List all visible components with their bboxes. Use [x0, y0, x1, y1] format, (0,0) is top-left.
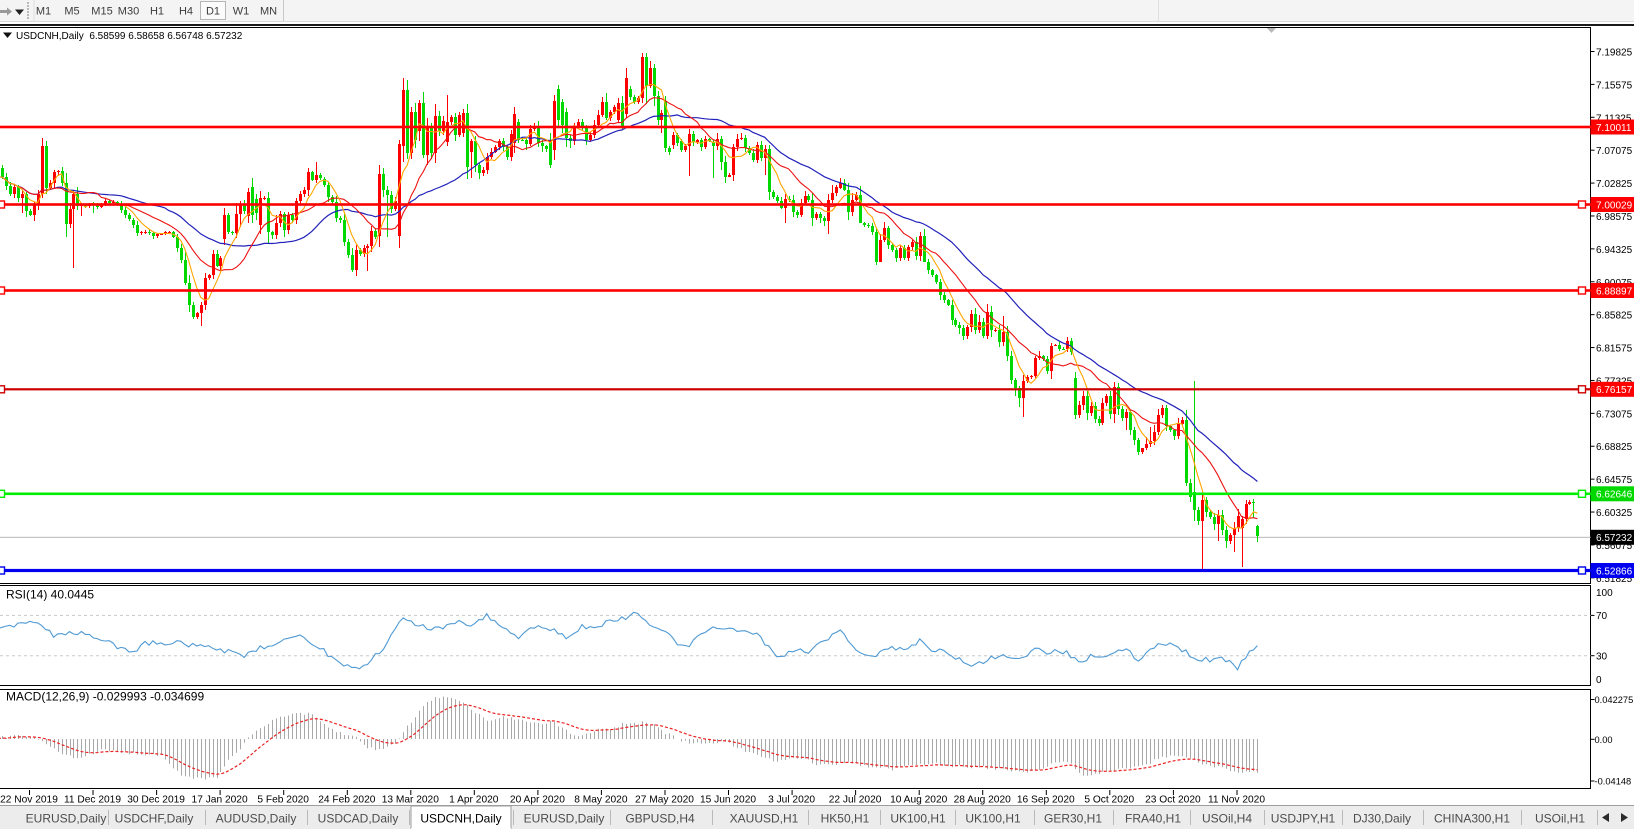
- svg-text:USDCHF,Daily: USDCHF,Daily: [115, 812, 194, 826]
- svg-text:UK100,H1: UK100,H1: [965, 812, 1021, 826]
- svg-text:6.64575: 6.64575: [1596, 475, 1633, 486]
- svg-text:M1: M1: [36, 6, 51, 18]
- svg-text:28 Aug 2020: 28 Aug 2020: [954, 795, 1012, 806]
- svg-text:M5: M5: [64, 6, 79, 18]
- svg-text:5 Feb 2020: 5 Feb 2020: [257, 795, 309, 806]
- svg-text:7.15575: 7.15575: [1596, 80, 1633, 91]
- svg-text:23 Oct 2020: 23 Oct 2020: [1145, 795, 1201, 806]
- svg-text:GER30,H1: GER30,H1: [1044, 812, 1102, 826]
- svg-text:100: 100: [1596, 588, 1613, 599]
- svg-text:7.02825: 7.02825: [1596, 179, 1633, 190]
- svg-text:AUDUSD,Daily: AUDUSD,Daily: [216, 812, 297, 826]
- svg-text:15 Jun 2020: 15 Jun 2020: [700, 795, 756, 806]
- svg-text:MN: MN: [260, 6, 277, 18]
- svg-text:EURUSD,Daily: EURUSD,Daily: [26, 812, 107, 826]
- svg-text:UK100,H1: UK100,H1: [890, 812, 946, 826]
- svg-text:6.51825: 6.51825: [1596, 574, 1633, 585]
- svg-text:11 Dec 2019: 11 Dec 2019: [64, 795, 121, 806]
- svg-text:DJ30,Daily: DJ30,Daily: [1353, 812, 1411, 826]
- svg-text:USDCNH,Daily 6.58599 6.58658: USDCNH,Daily 6.58599 6.58658 6.56748 6.5…: [16, 31, 243, 42]
- svg-text:6.62646: 6.62646: [1596, 490, 1633, 501]
- svg-text:H4: H4: [179, 6, 193, 18]
- svg-text:70: 70: [1596, 611, 1608, 622]
- svg-text:6.56075: 6.56075: [1596, 541, 1633, 552]
- svg-text:7.19825: 7.19825: [1596, 48, 1633, 59]
- svg-text:10 Aug 2020: 10 Aug 2020: [890, 795, 948, 806]
- svg-text:0.042275: 0.042275: [1595, 695, 1634, 705]
- svg-text:7.00029: 7.00029: [1596, 200, 1633, 211]
- svg-text:8 May 2020: 8 May 2020: [574, 795, 628, 806]
- svg-text:16 Sep 2020: 16 Sep 2020: [1017, 795, 1075, 806]
- svg-text:6.73075: 6.73075: [1596, 409, 1633, 420]
- svg-text:RSI(14) 40.0445: RSI(14) 40.0445: [6, 588, 94, 602]
- svg-text:USOil,H1: USOil,H1: [1535, 812, 1585, 826]
- svg-text:17 Jan 2020: 17 Jan 2020: [192, 795, 248, 806]
- svg-text:W1: W1: [233, 6, 250, 18]
- svg-text:11 Nov 2020: 11 Nov 2020: [1208, 795, 1265, 806]
- svg-text:USOil,H4: USOil,H4: [1202, 812, 1252, 826]
- svg-text:6.60325: 6.60325: [1596, 508, 1633, 519]
- svg-text:HK50,H1: HK50,H1: [821, 812, 870, 826]
- svg-text:24 Feb 2020: 24 Feb 2020: [318, 795, 376, 806]
- svg-text:6.88897: 6.88897: [1596, 286, 1633, 297]
- svg-text:6.57232: 6.57232: [1596, 533, 1633, 544]
- svg-text:6.98575: 6.98575: [1596, 212, 1633, 223]
- svg-text:6.52866: 6.52866: [1596, 566, 1633, 577]
- svg-text:6.68825: 6.68825: [1596, 442, 1633, 453]
- svg-text:22 Nov 2019: 22 Nov 2019: [0, 795, 58, 806]
- svg-text:6.85825: 6.85825: [1596, 311, 1633, 322]
- svg-text:7.11325: 7.11325: [1596, 113, 1632, 124]
- svg-text:6.81575: 6.81575: [1596, 344, 1633, 355]
- svg-text:-0.04148: -0.04148: [1595, 777, 1632, 787]
- svg-text:30 Dec 2019: 30 Dec 2019: [127, 795, 185, 806]
- svg-text:30: 30: [1596, 652, 1608, 663]
- svg-text:XAUUSD,H1: XAUUSD,H1: [730, 812, 799, 826]
- svg-text:FRA40,H1: FRA40,H1: [1125, 812, 1181, 826]
- svg-text:H1: H1: [150, 6, 164, 18]
- svg-text:USDJPY,H1: USDJPY,H1: [1271, 812, 1336, 826]
- svg-text:EURUSD,Daily: EURUSD,Daily: [524, 812, 605, 826]
- svg-text:5 Oct 2020: 5 Oct 2020: [1084, 795, 1134, 806]
- svg-text:USDCAD,Daily: USDCAD,Daily: [318, 812, 399, 826]
- svg-text:M15: M15: [91, 6, 112, 18]
- svg-text:M30: M30: [118, 6, 139, 18]
- svg-text:MACD(12,26,9) -0.029993 -0.034: MACD(12,26,9) -0.029993 -0.034699: [6, 690, 204, 704]
- svg-text:CHINA300,H1: CHINA300,H1: [1434, 812, 1510, 826]
- svg-text:0.00: 0.00: [1595, 735, 1613, 745]
- svg-text:3 Jul 2020: 3 Jul 2020: [768, 795, 815, 806]
- svg-text:USDCNH,Daily: USDCNH,Daily: [420, 812, 501, 826]
- svg-text:13 Mar 2020: 13 Mar 2020: [382, 795, 440, 806]
- svg-text:27 May 2020: 27 May 2020: [635, 795, 694, 806]
- svg-text:0: 0: [1596, 675, 1602, 686]
- svg-text:GBPUSD,H4: GBPUSD,H4: [625, 812, 695, 826]
- svg-text:7.07075: 7.07075: [1596, 146, 1633, 157]
- svg-text:22 Jul 2020: 22 Jul 2020: [829, 795, 882, 806]
- svg-text:20 Apr 2020: 20 Apr 2020: [510, 795, 565, 806]
- svg-text:1 Apr 2020: 1 Apr 2020: [449, 795, 499, 806]
- svg-text:6.76157: 6.76157: [1596, 385, 1633, 396]
- svg-text:7.10011: 7.10011: [1596, 123, 1632, 134]
- svg-text:6.94325: 6.94325: [1596, 245, 1633, 256]
- svg-text:D1: D1: [206, 6, 220, 18]
